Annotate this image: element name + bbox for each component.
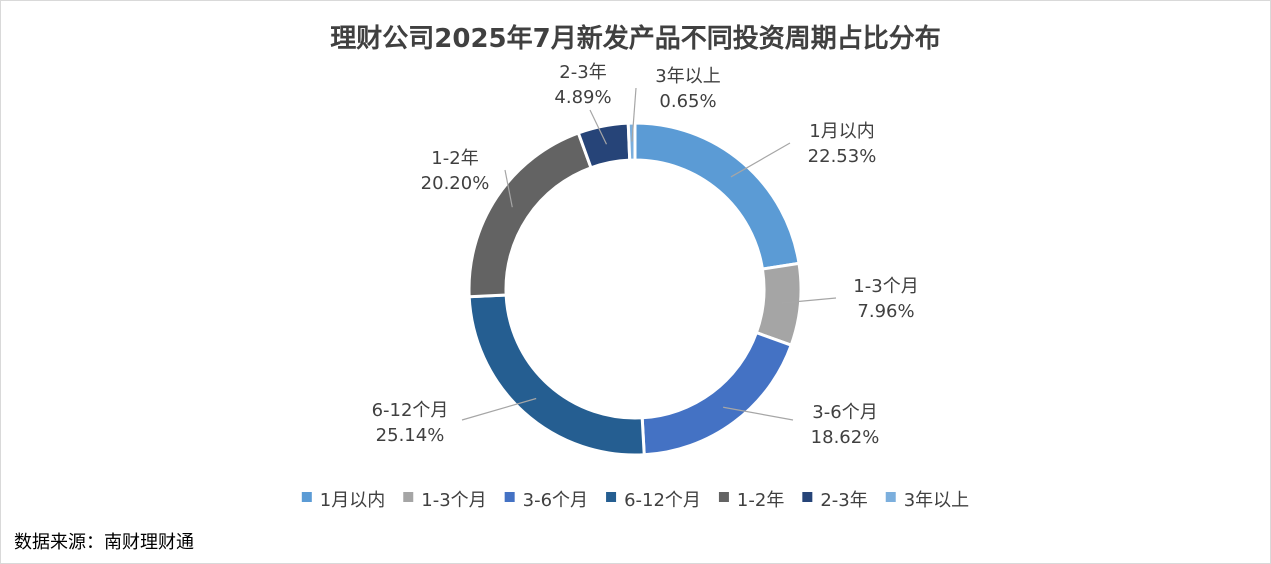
leader-line-4 — [461, 397, 537, 421]
legend-label-2: 1-3个月 — [421, 490, 486, 511]
legend-label-4: 6-12个月 — [624, 490, 701, 511]
legend-label-5: 1-2年 — [737, 490, 784, 511]
donut-slice-7 — [626, 121, 637, 162]
leader-line-7 — [631, 87, 637, 142]
data-labels: 1月以内 22.53% 1-3个月 7.96% 3-6个月 18.62% 6-12个月 25.… — [372, 62, 919, 448]
data-label-category-3: 3-6个月 — [812, 402, 877, 423]
data-label-value-1: 22.53% — [808, 146, 877, 167]
data-label-value-2: 7.96% — [857, 301, 914, 322]
legend-item-4: 6-12个月 — [606, 490, 701, 511]
chart-title: 理财公司2025年7月新发产品不同投资周期占比分布 — [330, 24, 941, 54]
data-label-value-3: 18.62% — [811, 427, 880, 448]
donut-slice-5 — [467, 131, 593, 299]
legend-swatch-1 — [301, 492, 312, 502]
data-label-category-2: 1-3个月 — [853, 276, 918, 297]
leader-line-1 — [730, 142, 791, 178]
legend-item-7: 3年以上 — [885, 490, 969, 511]
legend-item-5: 1-2年 — [718, 490, 784, 511]
donut-slice-4 — [467, 293, 646, 457]
donut-slice-3 — [640, 330, 794, 457]
data-label-value-6: 4.89% — [554, 87, 611, 108]
leader-line-6 — [589, 109, 608, 145]
legend-swatch-6 — [802, 492, 813, 502]
source-note: 数据来源：南财理财通 — [14, 532, 194, 553]
data-label-category-5: 1-2年 — [431, 148, 478, 169]
data-label-category-4: 6-12个月 — [372, 400, 449, 421]
donut-slice-2 — [754, 261, 803, 348]
data-label-value-7: 0.65% — [659, 91, 716, 112]
legend-item-3: 3-6个月 — [504, 490, 588, 511]
legend-item-1: 1月以内 — [301, 490, 385, 511]
legend: 1月以内 1-3个月 3-6个月 6-12个月 1-2年 2-3年 3年以上 — [301, 490, 969, 511]
legend-label-3: 3-6个月 — [523, 490, 588, 511]
legend-swatch-5 — [718, 492, 729, 502]
legend-swatch-4 — [606, 492, 617, 502]
data-label-category-1: 1月以内 — [809, 121, 874, 142]
legend-label-1: 1月以内 — [320, 490, 385, 511]
legend-swatch-2 — [403, 492, 414, 502]
legend-item-2: 1-3个月 — [403, 490, 487, 511]
leader-line-2 — [781, 297, 837, 304]
legend-swatch-7 — [885, 492, 896, 502]
data-label-value-4: 25.14% — [376, 425, 445, 446]
legend-label-6: 2-3年 — [820, 490, 867, 511]
leader-line-5 — [504, 169, 513, 208]
data-label-value-5: 20.20% — [421, 173, 490, 194]
donut-slice-1 — [633, 121, 801, 271]
legend-item-6: 2-3年 — [802, 490, 868, 511]
legend-label-7: 3年以上 — [904, 490, 969, 511]
leader-line-3 — [723, 406, 794, 421]
data-label-category-7: 3年以上 — [655, 66, 720, 87]
data-label-category-6: 2-3年 — [559, 62, 606, 83]
legend-swatch-3 — [504, 492, 515, 502]
